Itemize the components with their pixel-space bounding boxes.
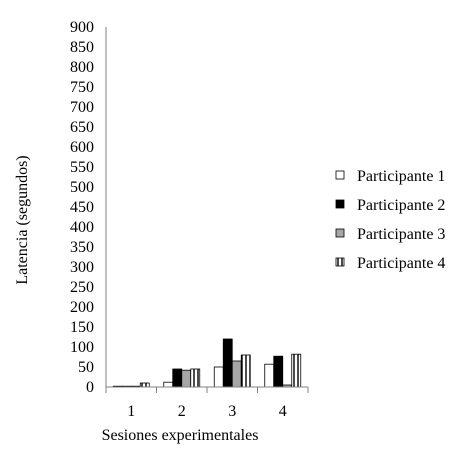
y-tick-label: 350 bbox=[70, 239, 94, 256]
y-tick-label: 650 bbox=[70, 119, 94, 136]
y-tick-label: 200 bbox=[70, 299, 94, 316]
bar-series-4-session-3 bbox=[240, 354, 251, 388]
y-tick-label: 800 bbox=[70, 59, 94, 76]
bar-series-1-session-3 bbox=[213, 366, 224, 388]
y-tick-label: 750 bbox=[70, 79, 94, 96]
x-axis-label: Sesiones experimentales bbox=[102, 427, 259, 444]
y-tick-label: 150 bbox=[70, 319, 94, 336]
bar-series-3-session-3 bbox=[231, 360, 242, 388]
y-tick-label: 550 bbox=[70, 159, 94, 176]
legend-swatch-2 bbox=[335, 199, 345, 209]
y-tick-label: 700 bbox=[70, 99, 94, 116]
y-tick-label: 250 bbox=[70, 279, 94, 296]
axes bbox=[105, 27, 309, 393]
legend-swatch-3 bbox=[335, 228, 345, 238]
bar-series-4-session-4 bbox=[291, 353, 302, 388]
bars bbox=[112, 338, 302, 388]
legend-label-4: Participante 4 bbox=[357, 255, 445, 272]
bar-series-3-session-2 bbox=[181, 369, 192, 388]
bar-series-4-session-1 bbox=[139, 382, 150, 388]
x-tick-label: 4 bbox=[279, 403, 287, 420]
x-axis-ticks: 1 2 3 4 bbox=[127, 403, 287, 420]
bar-series-2-session-2 bbox=[172, 368, 183, 388]
y-tick-label: 400 bbox=[70, 219, 94, 236]
legend-swatch-4 bbox=[335, 257, 345, 267]
legend-swatch-1 bbox=[335, 170, 345, 180]
legend-label-3: Participante 3 bbox=[357, 226, 445, 243]
y-tick-label: 600 bbox=[70, 139, 94, 156]
bar-series-2-session-4 bbox=[273, 355, 284, 388]
legend: Participante 1 Participante 2 Participante… bbox=[335, 168, 445, 272]
y-axis-label: Latencia (segundos) bbox=[14, 155, 31, 284]
y-tick-label: 450 bbox=[70, 199, 94, 216]
bar-series-2-session-3 bbox=[222, 338, 233, 388]
x-tick-label: 2 bbox=[178, 403, 186, 420]
bar-series-1-session-4 bbox=[264, 363, 275, 388]
x-tick-label: 3 bbox=[228, 403, 236, 420]
bar-series-4-session-2 bbox=[190, 368, 201, 388]
legend-label-1: Participante 1 bbox=[357, 168, 445, 185]
y-tick-label: 500 bbox=[70, 179, 94, 196]
bar-series-1-session-2 bbox=[163, 381, 174, 388]
y-tick-label: 300 bbox=[70, 259, 94, 276]
y-axis-ticks: 0 50 100 150 200 250 300 350 400 450 500 550 600 650 7… bbox=[70, 19, 94, 396]
y-tick-label: 900 bbox=[70, 19, 94, 36]
x-tick-label: 1 bbox=[127, 403, 135, 420]
y-tick-label: 100 bbox=[70, 339, 94, 356]
y-tick-label: 850 bbox=[70, 39, 94, 56]
y-tick-label: 0 bbox=[86, 379, 94, 396]
y-tick-label: 50 bbox=[78, 359, 94, 376]
legend-label-2: Participante 2 bbox=[357, 197, 445, 214]
